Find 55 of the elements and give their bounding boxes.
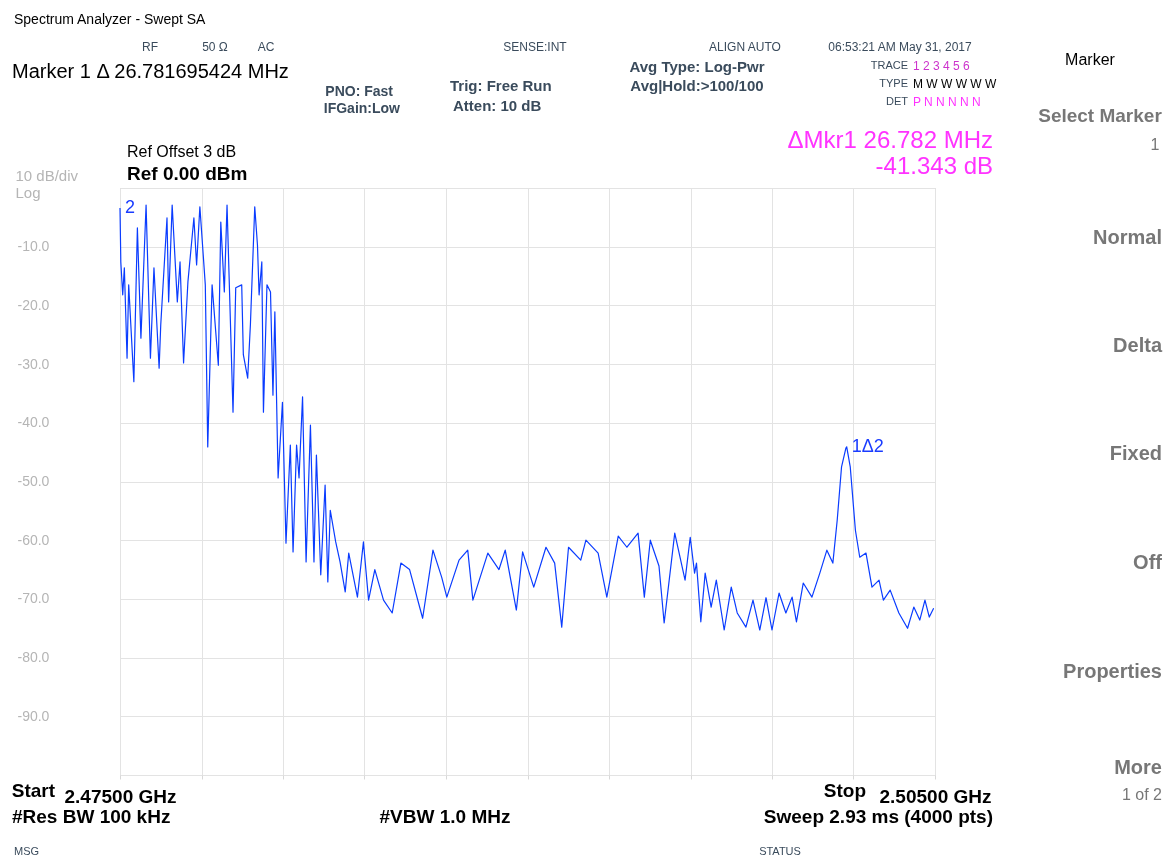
text: #Res BW 100 kHz <box>12 806 171 827</box>
text: 06:53:21 AM May 31, 2017 <box>828 40 973 54</box>
text: STATUS <box>759 845 801 857</box>
text: P N N N N N <box>913 95 981 109</box>
chart-title: Spectrum Analyzer - Swept SA <box>14 11 207 27</box>
text: 1 of 2 <box>1121 786 1163 803</box>
text: Normal <box>1093 226 1162 248</box>
text: Avg Type: Log-Pwr <box>629 58 765 75</box>
text: 1 <box>1150 136 1160 153</box>
x-tick-label: 2.50500 GHz <box>879 785 992 807</box>
y-tick-label: -20.0 <box>17 296 50 313</box>
text: SENSE:INT <box>503 40 568 54</box>
text: 1 2 3 4 5 6 <box>913 59 971 73</box>
text: #VBW 1.0 MHz <box>379 806 511 827</box>
text: Ref Offset 3 dB <box>127 143 237 160</box>
annotation: 1Δ2 <box>851 435 884 456</box>
y-tick-label: -70.0 <box>17 590 50 607</box>
text: Marker <box>1065 51 1116 68</box>
text: MSG <box>14 845 40 857</box>
text: Start <box>11 780 56 801</box>
text: AC <box>257 40 275 54</box>
text: Ref 0.00 dBm <box>127 163 248 184</box>
y-tick-label: -40.0 <box>17 414 50 431</box>
text: ALIGN AUTO <box>709 40 781 54</box>
annotation: 2 <box>125 196 136 217</box>
text: -41.343 dB <box>875 152 993 179</box>
text: RF <box>142 40 158 54</box>
text: ΔMkr1 26.782 MHz <box>787 126 993 153</box>
y-tick-label: -60.0 <box>17 531 50 548</box>
x-tick-label: 2.47500 GHz <box>64 785 177 807</box>
text: 50 Ω <box>202 40 228 54</box>
text: Properties <box>1063 660 1162 682</box>
text: Trig: Free Run <box>450 77 552 94</box>
y-axis-title: 10 dB/div Log <box>15 166 79 201</box>
y-tick-label: -90.0 <box>17 707 50 724</box>
text: Atten: 10 dB <box>453 97 542 114</box>
text: DET <box>886 95 909 107</box>
text: IFGain:Low <box>323 100 401 116</box>
text: Select Marker <box>1038 105 1163 126</box>
text: Off <box>1133 551 1163 573</box>
y-tick-label: -50.0 <box>17 473 50 489</box>
text: Fixed <box>1109 442 1162 464</box>
text: More <box>1114 756 1162 778</box>
text: Avg|Hold:>100/100 <box>630 77 764 94</box>
y-tick-label: -10.0 <box>17 238 50 255</box>
text: Sweep 2.93 ms (4000 pts) <box>763 806 993 827</box>
text: PNO: Fast <box>325 83 394 99</box>
text: Marker 1 Δ 26.781695424 MHz <box>12 60 289 82</box>
text: M W W W W W <box>913 77 997 91</box>
y-tick-label: -30.0 <box>17 355 50 372</box>
text: Delta <box>1113 334 1163 356</box>
y-tick-label: -80.0 <box>17 649 50 666</box>
text: TRACE <box>870 59 908 71</box>
text: Stop <box>823 780 866 801</box>
text: TYPE <box>879 77 908 89</box>
